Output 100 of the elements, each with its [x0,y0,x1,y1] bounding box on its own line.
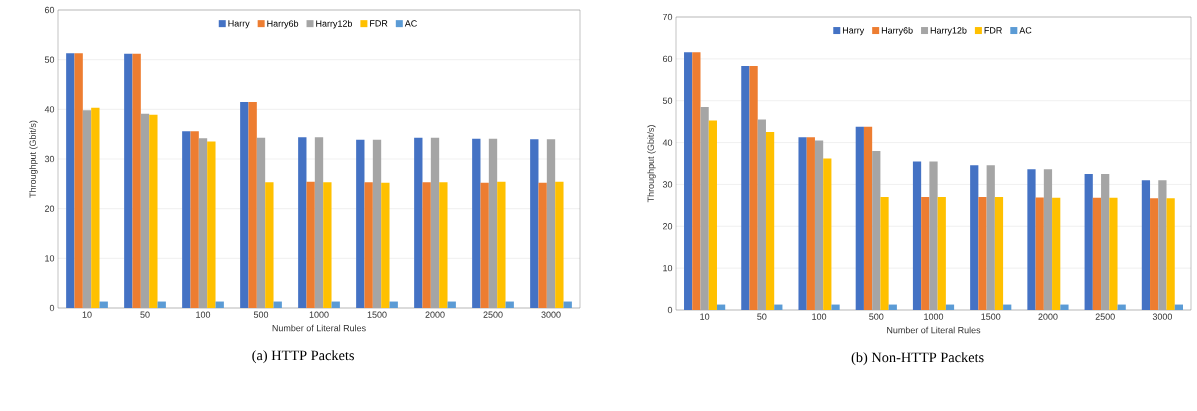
bar [414,137,423,308]
x-tick-label: 2500 [483,311,503,318]
x-tick-label: 3000 [541,311,561,318]
bar [1166,198,1175,310]
x-tick-label: 10 [82,311,92,318]
bar [74,53,83,308]
y-tick-label: 20 [662,223,673,230]
bar [912,161,922,310]
bar [765,132,775,310]
bar [381,182,390,308]
y-tick-label: 60 [44,6,55,14]
bar [1043,169,1053,310]
bar [530,139,539,308]
x-tick-label: 3000 [1152,313,1173,320]
bar [814,140,824,310]
y-tick-label: 30 [44,155,55,163]
legend-label: Harry12b [930,27,967,36]
bar [240,101,249,308]
bar [749,65,758,310]
text: (b) Non-HTTP Packets [851,352,984,366]
x-tick-label: 1500 [367,311,387,318]
bar [66,53,75,308]
bar [823,158,832,310]
bar [1084,173,1093,310]
bar [855,126,864,310]
y-tick-label: 30 [662,181,673,188]
y-axis-title: Throughput (Gbit/s) [647,125,656,203]
bar [757,119,766,310]
bar [546,139,556,308]
bar [1158,180,1167,310]
y-tick-label: 10 [663,264,673,272]
bar [1060,304,1069,310]
bar [1101,173,1110,310]
bar [91,107,100,308]
bar [708,120,717,310]
x-tick-label: 10 [700,313,710,320]
bar [198,138,208,308]
y-tick-label: 0 [49,304,55,312]
bar [190,131,199,308]
bar [1052,197,1061,310]
bar [439,182,448,308]
bar [364,182,373,308]
bar [248,101,257,308]
bar [970,165,979,310]
bar [430,137,440,308]
bar [323,182,332,308]
x-tick-label: 2500 [1095,313,1115,320]
legend-label: AC [404,20,417,27]
y-tick-label: 20 [44,205,55,212]
x-tick-label: 50 [140,311,150,318]
x-tick-label: 1000 [924,313,944,320]
y-tick-label: 50 [662,97,673,104]
bar [1027,169,1036,310]
text: (a) HTTP Packets [252,350,354,364]
bar [538,182,547,308]
y-tick-label: 50 [44,56,55,63]
bar [741,65,750,310]
bar [684,52,693,310]
x-tick-label: 500 [253,311,269,318]
y-axis-title: Throughput (Gbit/s) [29,120,38,198]
bar [798,137,807,310]
bar [265,182,274,308]
bar [1092,197,1102,310]
bar [1141,180,1151,310]
bar [372,139,382,308]
y-tick-label: 60 [662,55,673,63]
bar [986,165,995,310]
x-tick-label: 1500 [981,313,1001,320]
bar [1109,197,1118,310]
bar [480,182,489,308]
bar [82,110,92,308]
bar [207,141,216,308]
bar [921,196,930,310]
bar [422,182,431,308]
bar [994,196,1004,310]
bar [472,138,481,308]
bar [806,137,815,310]
y-tick-label: 70 [662,13,673,21]
legend-label: FDR [984,27,1002,34]
bar [497,181,506,308]
bar [314,137,324,308]
bar [937,196,946,310]
bar [298,137,307,308]
bar [863,126,873,310]
legend-label: Harry6b [881,27,913,36]
bar [124,53,133,308]
x-tick-label: 50 [757,313,767,320]
bar [182,131,191,308]
y-tick-label: 0 [667,306,673,314]
x-tick-label: 2000 [1038,313,1058,320]
bar [872,150,881,310]
bar [488,138,498,308]
x-tick-label: 1000 [309,311,329,318]
bar [831,304,840,310]
bar [140,113,150,308]
legend-label: FDR [370,20,388,27]
legend-label: Harry6b [267,20,299,29]
legend-label: Harry [228,20,250,29]
x-tick-label: 100 [812,313,827,320]
legend-label: Harry [842,27,865,36]
